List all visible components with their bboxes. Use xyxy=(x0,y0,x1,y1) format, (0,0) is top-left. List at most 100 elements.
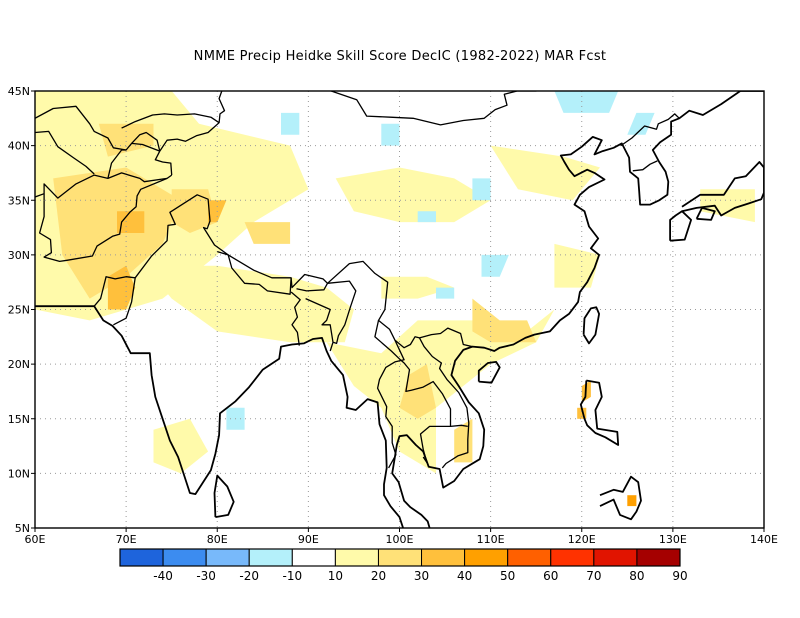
colorbar-label: -10 xyxy=(283,569,303,583)
country-border xyxy=(121,113,220,129)
lat-tick-label: 30N xyxy=(8,249,30,262)
skill-region xyxy=(144,265,354,343)
country-border xyxy=(131,131,161,152)
colorbar-swatch xyxy=(162,548,207,567)
colorbar-swatch xyxy=(550,548,595,567)
skill-region xyxy=(381,123,400,146)
colorbar-swatch xyxy=(119,548,164,567)
lat-tick-label: 10N xyxy=(8,467,30,480)
coastline xyxy=(582,306,600,345)
country-border xyxy=(159,91,226,152)
lat-tick-label: 25N xyxy=(8,304,30,317)
skill-region xyxy=(98,123,154,157)
skill-region xyxy=(117,211,145,233)
country-border xyxy=(134,194,473,349)
skill-region xyxy=(627,495,637,507)
colorbar-swatch xyxy=(377,548,423,567)
skill-region xyxy=(244,222,291,244)
country-border xyxy=(35,193,45,198)
lat-tick-label: 40N xyxy=(8,140,30,153)
lon-tick-label: 100E xyxy=(386,533,414,546)
skill-region xyxy=(472,178,491,201)
country-border-layer xyxy=(35,91,680,469)
colorbar-label: 30 xyxy=(414,569,429,583)
lon-tick-label: 130E xyxy=(659,533,687,546)
skill-region xyxy=(281,112,300,135)
skill-region xyxy=(335,167,491,223)
colorbar-swatch xyxy=(205,548,250,567)
country-border xyxy=(217,250,292,295)
colorbar-label: 70 xyxy=(586,569,601,583)
coastline xyxy=(391,91,764,528)
country-border xyxy=(450,424,468,428)
colorbar-swatch xyxy=(334,548,379,567)
lat-tick-label: 15N xyxy=(8,413,30,426)
colorbar-label: 90 xyxy=(672,569,687,583)
coastline xyxy=(695,206,716,221)
coastline xyxy=(599,475,642,521)
skill-region xyxy=(417,211,436,223)
skill-region xyxy=(481,254,509,277)
lon-tick-label: 120E xyxy=(568,533,596,546)
lon-tick-label: 140E xyxy=(750,533,778,546)
country-border xyxy=(107,149,127,179)
colorbar-frame xyxy=(119,548,681,567)
country-border xyxy=(632,160,658,172)
coastline xyxy=(681,161,764,217)
colorbar-label: 40 xyxy=(457,569,472,583)
lon-tick-label: 60E xyxy=(25,533,46,546)
colorbar-label: 80 xyxy=(629,569,644,583)
colorbar-label: 60 xyxy=(543,569,558,583)
colorbar-label: 20 xyxy=(371,569,386,583)
lon-tick-label: 110E xyxy=(477,533,505,546)
colorbar: -40 -30 -20 -10 10 20 30 40 50 60 70 80 90 xyxy=(119,548,688,583)
colorbar-label: -20 xyxy=(239,569,259,583)
colorbar-label: 10 xyxy=(328,569,343,583)
country-border xyxy=(154,150,173,176)
country-border xyxy=(418,337,470,469)
country-border xyxy=(221,91,228,92)
skill-region xyxy=(490,145,600,201)
country-border xyxy=(35,130,95,175)
country-border xyxy=(35,105,161,152)
lat-tick-label: 5N xyxy=(15,522,30,535)
colorbar-swatch xyxy=(291,548,336,567)
lon-tick-label: 90E xyxy=(298,533,319,546)
skill-region xyxy=(436,287,455,299)
latitude-tick-labels: 5N 10N 15N 20N 25N 30N 35N 40N 45N xyxy=(8,85,35,535)
country-border xyxy=(374,320,452,464)
colorbar-swatch xyxy=(507,548,552,567)
colorbar-label: -30 xyxy=(196,569,216,583)
country-border xyxy=(328,91,538,126)
lon-tick-label: 70E xyxy=(116,533,137,546)
country-border xyxy=(93,276,136,326)
skill-region xyxy=(627,112,655,135)
colorbar-label: 50 xyxy=(500,569,515,583)
lat-tick-label: 35N xyxy=(8,194,30,207)
country-border xyxy=(620,113,680,147)
colorbar-label: -40 xyxy=(153,569,173,583)
colorbar-swatch xyxy=(636,548,681,567)
country-border xyxy=(38,177,168,263)
country-border xyxy=(290,291,301,346)
skill-region xyxy=(381,276,455,299)
skill-shading-layer xyxy=(35,91,755,507)
longitude-tick-labels: 60E 70E 80E 90E 100E 110E 120E 130E 140E xyxy=(25,528,778,546)
map-title: NMME Precip Heidke Skill Score DecIC (19… xyxy=(193,49,607,64)
lat-tick-label: 45N xyxy=(8,85,30,98)
skill-region xyxy=(554,91,619,113)
colorbar-swatch xyxy=(421,548,466,567)
colorbar-swatch xyxy=(593,548,638,567)
country-border xyxy=(376,339,405,469)
lon-tick-label: 80E xyxy=(207,533,228,546)
coastline xyxy=(213,474,235,518)
colorbar-swatch xyxy=(248,548,293,567)
skill-region xyxy=(472,298,537,343)
coastline xyxy=(579,379,620,446)
lat-tick-label: 20N xyxy=(8,358,30,371)
colorbar-swatch xyxy=(464,548,509,567)
country-border xyxy=(327,280,357,345)
coastline-layer xyxy=(35,91,764,528)
country-border xyxy=(296,282,329,292)
